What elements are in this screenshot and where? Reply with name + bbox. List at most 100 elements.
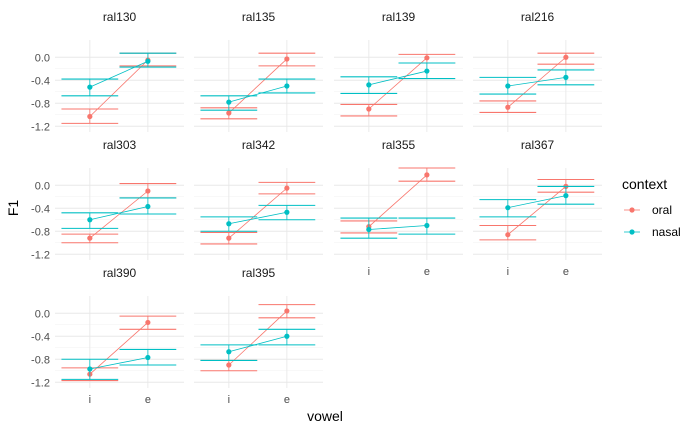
- oral-point-i: [226, 362, 232, 368]
- nasal-point-i: [505, 83, 511, 89]
- oral-series-line: [368, 57, 428, 110]
- nasal-series-line: [89, 357, 148, 370]
- oral-series-line: [89, 59, 149, 117]
- x-tick-label: e: [424, 266, 430, 278]
- facet-strip-label: ral139: [382, 10, 416, 24]
- oral-series-line: [89, 190, 149, 239]
- nasal-series-line: [228, 211, 287, 225]
- x-tick-label: e: [145, 394, 151, 406]
- y-tick-label: -1.2: [31, 377, 50, 389]
- nasal-series-line: [228, 335, 287, 353]
- legend-key-point: [629, 207, 635, 213]
- y-tick-label: 0.0: [35, 52, 50, 64]
- nasal-point-e: [145, 354, 151, 361]
- legend-key-point: [629, 229, 635, 235]
- legend-entry-oral: oral: [624, 203, 672, 217]
- nasal-point-i: [226, 99, 232, 105]
- oral-point-e: [145, 188, 151, 194]
- nasal-point-e: [145, 58, 151, 64]
- nasal-point-i: [87, 217, 93, 223]
- facet-panel-ral342: ral342: [194, 138, 323, 260]
- legend: context oral nasal: [622, 176, 681, 239]
- oral-point-i: [366, 106, 372, 112]
- facet-panel-ral303: ral303 0.0 -0.4 -0.8 -1.2: [31, 138, 184, 261]
- facet-strip-label: ral395: [242, 266, 276, 280]
- y-tick-label: -1.2: [31, 249, 50, 261]
- legend-title: context: [622, 176, 667, 192]
- facet-strip-label: ral130: [103, 10, 137, 24]
- facet-panels: ral130 0.0 -0.4 -0.8 -1.2 ral135 ral139 ral216 r…: [31, 10, 602, 406]
- facet-strip-label: ral216: [521, 10, 555, 24]
- x-tick-label: i: [228, 394, 230, 406]
- nasal-series-line: [507, 76, 566, 87]
- oral-point-i: [87, 235, 93, 241]
- y-axis-title: F1: [5, 200, 21, 217]
- x-axis-title: vowel: [307, 408, 343, 424]
- x-tick-label: i: [368, 266, 370, 278]
- legend-label: oral: [652, 203, 672, 217]
- nasal-series-line: [368, 70, 427, 86]
- oral-series-line: [507, 186, 567, 236]
- oral-series-line: [507, 56, 567, 108]
- oral-series-line: [368, 174, 428, 227]
- facet-panel-ral355: ral355 i e: [334, 138, 463, 278]
- oral-point-i: [505, 104, 511, 110]
- nasal-point-i: [366, 82, 372, 88]
- facet-panel-ral216: ral216: [473, 10, 602, 132]
- nasal-point-e: [563, 193, 569, 199]
- facet-panel-ral135: ral135: [194, 10, 323, 132]
- x-tick-label: i: [507, 266, 509, 278]
- oral-point-e: [284, 56, 290, 62]
- legend-entry-nasal: nasal: [624, 225, 681, 239]
- facet-panel-ral367: ral367 i e: [473, 138, 602, 278]
- nasal-point-e: [284, 209, 290, 215]
- oral-point-i: [226, 110, 232, 116]
- y-tick-label: 0.0: [35, 180, 50, 192]
- y-tick-label: -0.4: [31, 203, 50, 215]
- facet-panel-ral139: ral139: [334, 10, 463, 132]
- oral-series-line: [228, 310, 288, 366]
- oral-point-i: [226, 235, 232, 241]
- nasal-point-e: [284, 83, 290, 89]
- x-tick-label: e: [563, 266, 569, 278]
- nasal-point-i: [226, 221, 232, 227]
- oral-series-line: [89, 322, 149, 375]
- nasal-series-line: [368, 225, 427, 230]
- facet-strip-label: ral390: [103, 266, 137, 280]
- facet-panel-ral130: ral130 0.0 -0.4 -0.8 -1.2: [31, 10, 184, 133]
- y-tick-label: -0.8: [31, 98, 50, 110]
- facet-strip-label: ral342: [242, 138, 276, 152]
- nasal-point-e: [424, 68, 430, 74]
- facet-panel-ral390: ral390 0.0 -0.4 -0.8 -1.2 i e: [31, 266, 184, 406]
- facet-strip-label: ral367: [521, 138, 555, 152]
- x-tick-label: e: [284, 394, 290, 406]
- facet-strip-label: ral355: [382, 138, 416, 152]
- nasal-point-e: [284, 333, 290, 339]
- oral-series-line: [228, 187, 288, 239]
- nasal-point-i: [505, 205, 511, 211]
- oral-point-e: [284, 308, 290, 314]
- oral-point-e: [424, 172, 430, 178]
- nasal-point-i: [87, 366, 93, 372]
- nasal-series-line: [89, 60, 149, 88]
- nasal-series-line: [89, 206, 148, 221]
- y-tick-label: -0.4: [31, 75, 50, 87]
- nasal-point-i: [87, 84, 93, 90]
- facet-strip-label: ral303: [103, 138, 137, 152]
- y-tick-label: 0.0: [35, 308, 50, 320]
- y-tick-label: -0.4: [31, 331, 50, 343]
- nasal-point-e: [563, 74, 569, 80]
- facet-strip-label: ral135: [242, 10, 276, 24]
- oral-point-e: [563, 54, 569, 60]
- nasal-series-line: [507, 195, 566, 209]
- nasal-point-e: [424, 222, 430, 229]
- nasal-point-e: [145, 203, 151, 210]
- oral-point-i: [505, 232, 511, 238]
- oral-point-e: [145, 319, 151, 326]
- nasal-point-i: [366, 226, 372, 233]
- oral-series-line: [228, 58, 288, 114]
- oral-point-i: [87, 113, 93, 120]
- y-tick-label: -0.8: [31, 226, 50, 238]
- oral-point-e: [284, 185, 290, 191]
